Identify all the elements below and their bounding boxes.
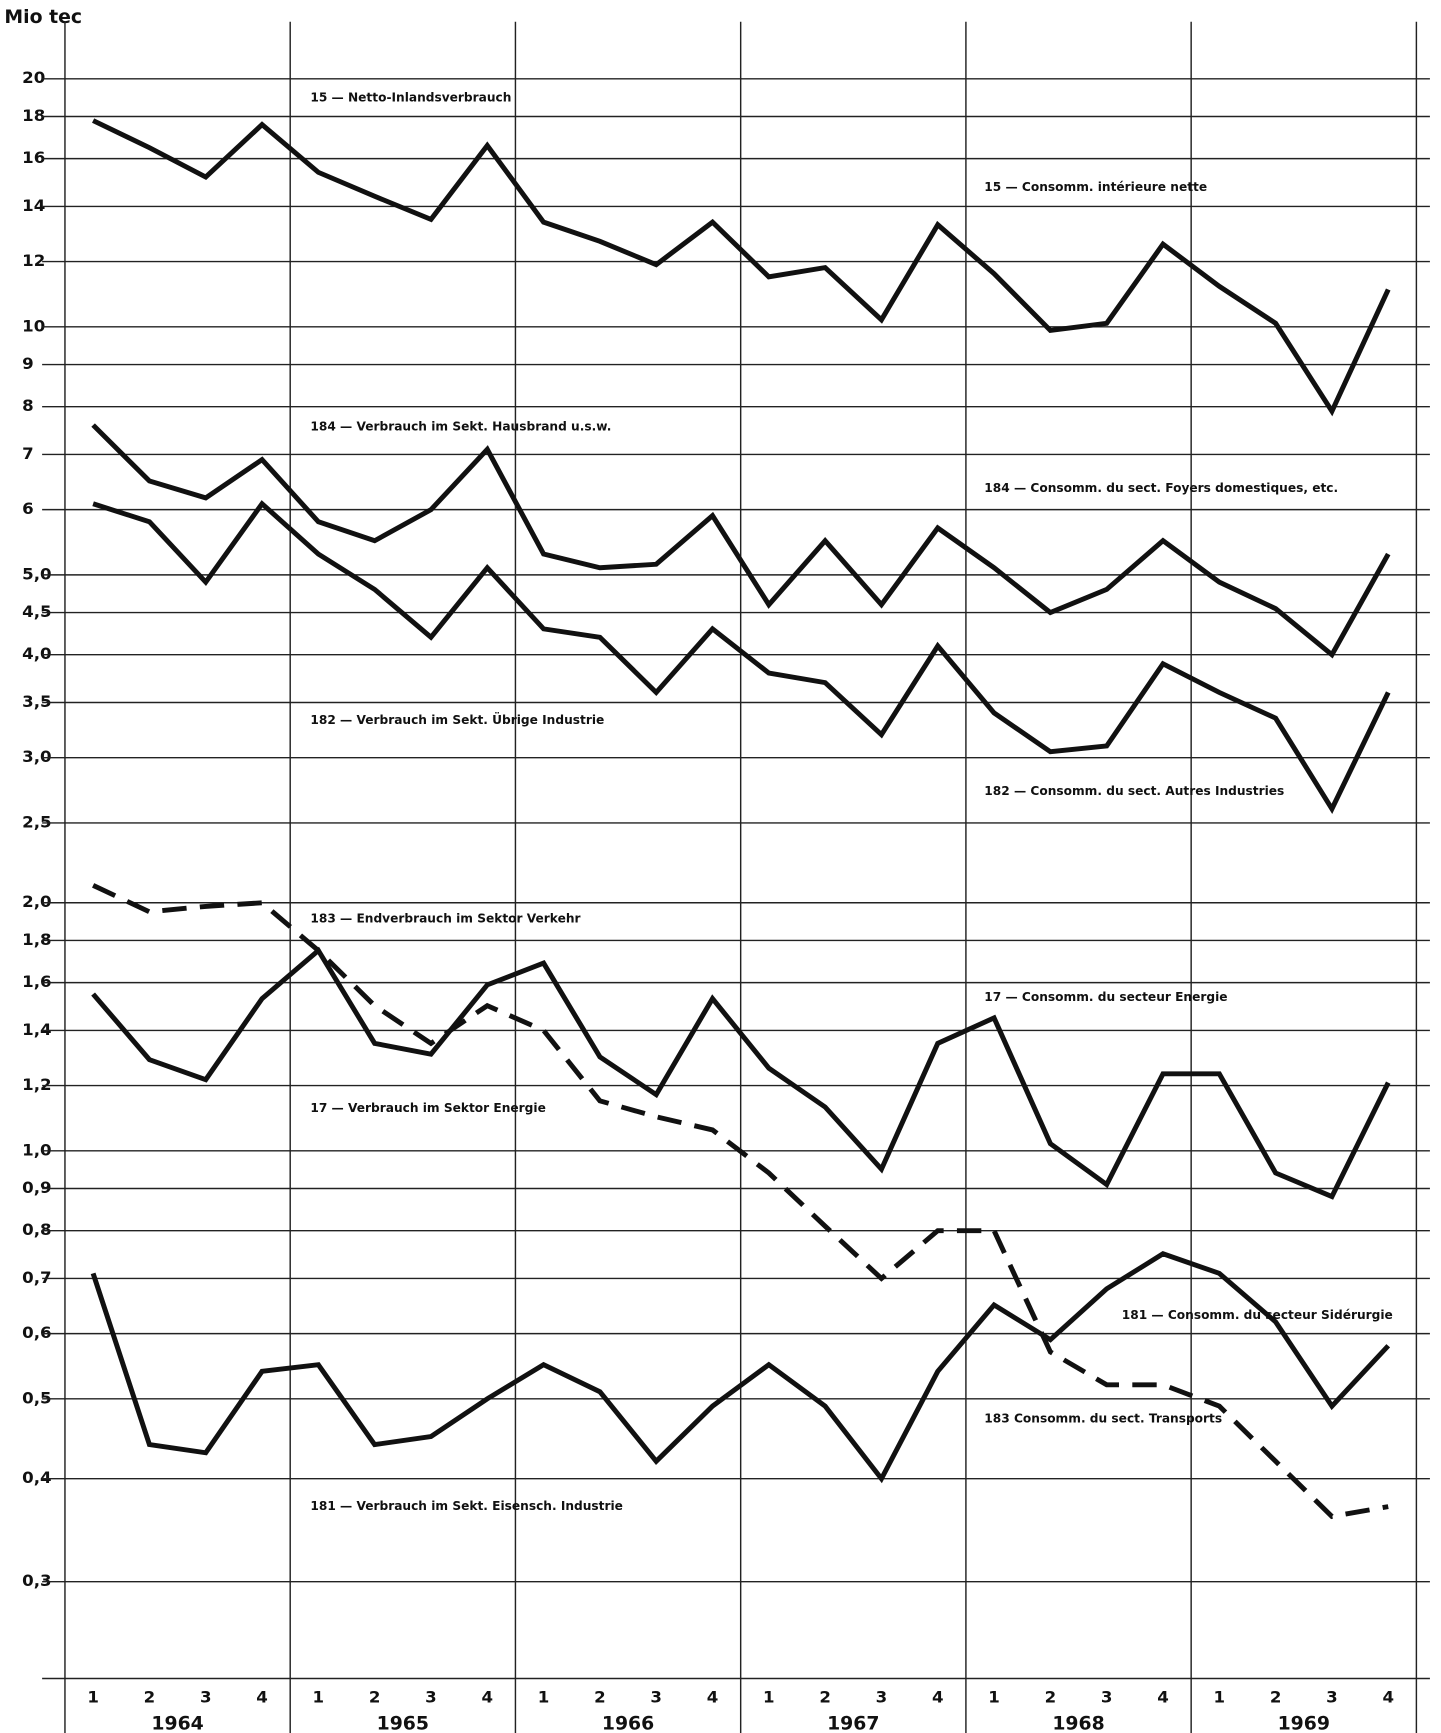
y-tick-label: 0,3 [22, 1571, 51, 1590]
x-tick-label: 3 [425, 1688, 437, 1707]
x-tick-label: 1 [988, 1688, 1000, 1707]
x-tick-label: 2 [369, 1688, 381, 1707]
x-tick-label: 4 [1382, 1688, 1394, 1707]
series-label: 184 — Verbrauch im Sekt. Hausbrand u.s.w… [310, 420, 611, 434]
x-tick-label: 4 [481, 1688, 493, 1707]
y-axis-label: Mio tec [4, 7, 82, 28]
x-tick-label: 1 [538, 1688, 550, 1707]
series-label: 17 — Verbrauch im Sektor Energie [310, 1101, 545, 1115]
year-label: 1968 [1052, 1714, 1104, 1733]
y-tick-label: 1,8 [22, 930, 51, 949]
y-tick-label: 5,0 [22, 564, 51, 583]
y-tick-label: 0,8 [22, 1220, 51, 1239]
series-label-fr: 183 Consomm. du sect. Transports [984, 1412, 1222, 1426]
series-label: 15 — Netto-Inlandsverbrauch [310, 91, 511, 105]
x-tick-label: 2 [819, 1688, 831, 1707]
series-line [92, 500, 1391, 814]
series-line [91, 423, 1391, 659]
y-tick-label: 3,0 [22, 747, 51, 766]
y-tick-label: 0,5 [22, 1388, 51, 1407]
x-tick-label: 2 [594, 1688, 606, 1707]
x-tick-label: 4 [707, 1688, 719, 1707]
series-line [91, 946, 1391, 1200]
y-tick-label: 3,5 [22, 692, 51, 711]
series-label-fr: 17 — Consomm. du secteur Energie [984, 990, 1227, 1004]
y-tick-label: 1,2 [22, 1075, 51, 1094]
y-tick-label: 10 [22, 316, 45, 335]
y-tick-label: 0,9 [22, 1178, 51, 1197]
series-label: 181 — Verbrauch im Sekt. Eisensch. Indus… [310, 1499, 623, 1513]
year-label: 1964 [151, 1714, 203, 1733]
x-tick-label: 3 [650, 1688, 662, 1707]
y-tick-label: 1,6 [22, 972, 51, 991]
y-tick-label: 2,0 [22, 892, 51, 911]
x-tick-label: 3 [200, 1688, 212, 1707]
year-label: 1969 [1278, 1714, 1330, 1733]
series-label: 183 — Endverbrauch im Sektor Verkehr [310, 911, 580, 925]
x-tick-label: 1 [87, 1688, 99, 1707]
series-label-fr: 182 — Consomm. du sect. Autres Industrie… [984, 784, 1284, 798]
x-tick-label: 3 [1326, 1688, 1338, 1707]
series-line [90, 1251, 1391, 1484]
x-tick-label: 2 [144, 1688, 156, 1707]
y-tick-label: 9 [22, 354, 34, 373]
year-label: 1966 [602, 1714, 654, 1733]
year-label: 1965 [377, 1714, 429, 1733]
y-tick-label: 0,7 [22, 1268, 51, 1287]
y-tick-label: 6 [22, 499, 34, 518]
series-label-fr: 181 — Consomm. du secteur Sidérurgie [1122, 1308, 1393, 1322]
series-line [92, 118, 1391, 417]
x-tick-label: 3 [876, 1688, 888, 1707]
y-tick-label: 0,4 [22, 1468, 51, 1487]
y-tick-label: 4,5 [22, 602, 51, 621]
series-label-fr: 184 — Consomm. du sect. Foyers domestiqu… [984, 481, 1338, 495]
y-tick-label: 8 [22, 396, 34, 415]
x-tick-label: 4 [1157, 1688, 1169, 1707]
y-tick-label: 16 [22, 148, 45, 167]
y-tick-label: 2,5 [22, 813, 51, 832]
y-tick-label: 12 [22, 251, 45, 270]
x-tick-label: 1 [313, 1688, 325, 1707]
x-tick-label: 1 [1214, 1688, 1226, 1707]
y-tick-label: 7 [22, 444, 34, 463]
x-tick-label: 3 [1101, 1688, 1113, 1707]
year-label: 1967 [827, 1714, 879, 1733]
series-label: 182 — Verbrauch im Sekt. Übrige Industri… [310, 712, 604, 727]
y-tick-label: 0,6 [22, 1323, 51, 1342]
x-tick-label: 4 [256, 1688, 268, 1707]
y-tick-label: 20 [22, 68, 45, 87]
y-tick-label: 4,0 [22, 644, 51, 663]
x-tick-label: 2 [1270, 1688, 1282, 1707]
x-tick-label: 2 [1045, 1688, 1057, 1707]
series-line [92, 883, 1389, 1520]
y-tick-label: 1,4 [22, 1020, 51, 1039]
x-tick-label: 1 [763, 1688, 775, 1707]
x-tick-label: 4 [932, 1688, 944, 1707]
series-label-fr: 15 — Consomm. intérieure nette [984, 180, 1207, 194]
y-tick-label: 18 [22, 106, 45, 125]
y-tick-label: 14 [22, 196, 45, 215]
y-tick-label: 1,0 [22, 1140, 51, 1159]
